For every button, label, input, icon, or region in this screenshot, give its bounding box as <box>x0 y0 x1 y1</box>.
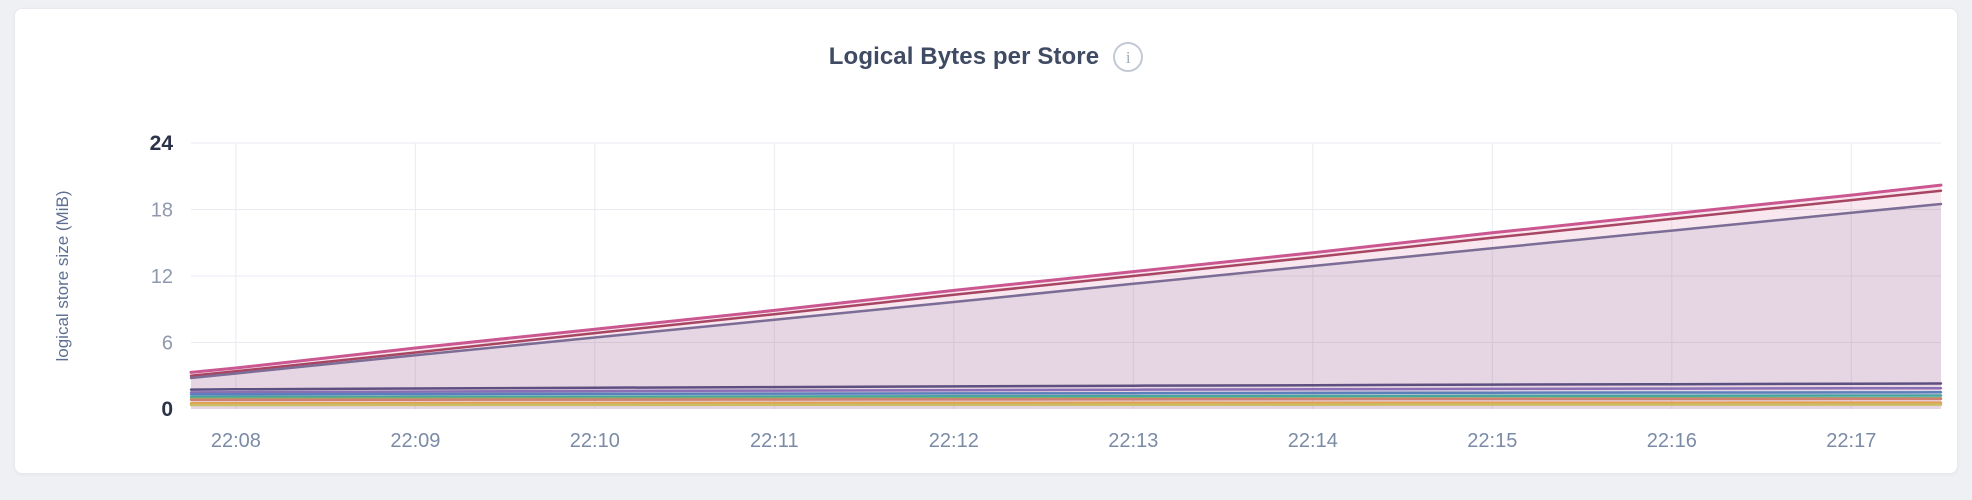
svg-text:22:11: 22:11 <box>750 430 799 452</box>
svg-text:18: 18 <box>151 200 173 222</box>
svg-text:22:08: 22:08 <box>211 430 261 452</box>
svg-text:24: 24 <box>150 132 174 155</box>
svg-text:12: 12 <box>151 266 173 288</box>
chart-title: Logical Bytes per Store <box>828 43 1100 70</box>
line-chart[interactable]: 0 6 12 18 24 22:08 22:09 22:10 22:11 22:12 22:13 22… <box>61 113 1958 473</box>
svg-text:22:14: 22:14 <box>1288 430 1338 452</box>
svg-text:6: 6 <box>162 333 173 355</box>
svg-text:22:17: 22:17 <box>1826 430 1876 452</box>
chart-header: Logical Bytes per Store i <box>15 39 1957 75</box>
chart-area: 0 6 12 18 24 22:08 22:09 22:10 22:11 22:12 22:13 22… <box>61 113 1958 473</box>
svg-text:22:15: 22:15 <box>1467 430 1517 452</box>
svg-text:22:12: 22:12 <box>929 430 979 452</box>
svg-text:22:10: 22:10 <box>570 430 620 452</box>
svg-text:22:09: 22:09 <box>390 430 440 452</box>
svg-text:22:16: 22:16 <box>1647 430 1697 452</box>
info-icon[interactable]: i <box>1113 42 1144 72</box>
svg-text:22:13: 22:13 <box>1108 430 1158 452</box>
chart-panel: Logical Bytes per Store i logical store … <box>14 8 1958 474</box>
svg-text:0: 0 <box>161 398 173 421</box>
